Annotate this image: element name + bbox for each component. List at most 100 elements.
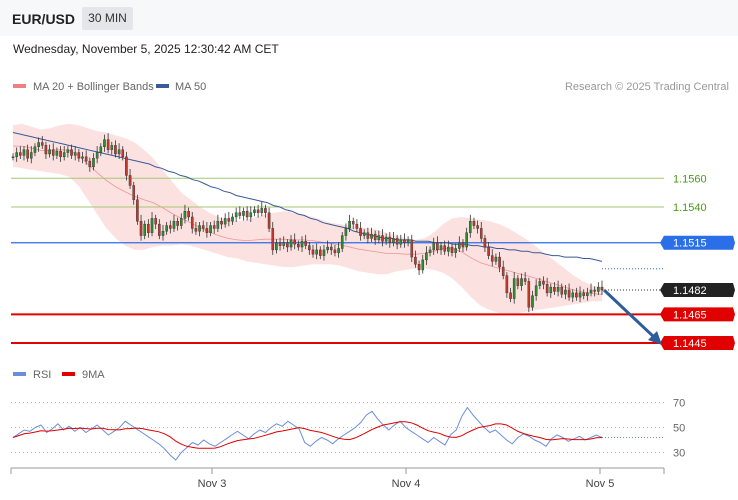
candle-body — [443, 245, 446, 252]
x-tick-label: Nov 5 — [586, 478, 615, 490]
candle-body — [220, 221, 223, 225]
candle-body — [242, 211, 245, 216]
candle-body — [132, 185, 136, 200]
candle-body — [62, 152, 66, 158]
candle-body — [293, 239, 296, 245]
rsi-line — [12, 406, 603, 461]
candle-body — [231, 216, 234, 222]
candle-body — [439, 245, 443, 251]
candle-body — [527, 281, 531, 308]
candle-body — [99, 146, 103, 153]
candle-body — [545, 284, 549, 294]
candle-body — [593, 289, 596, 292]
bollinger-band-area — [13, 123, 602, 313]
candle-body — [589, 289, 593, 294]
candle-body — [40, 142, 44, 146]
rsi-panel: 70 50 30 — [11, 398, 685, 461]
candle-body — [564, 289, 567, 295]
candle-body — [223, 218, 227, 225]
candle-body — [586, 292, 589, 296]
x-axis-ticks: Nov 3 Nov 4 Nov 5 — [198, 468, 615, 490]
candle-body — [417, 264, 421, 271]
candle-body — [428, 249, 432, 253]
candle-body — [22, 149, 26, 156]
target-label-1.1540: 1.1540 — [673, 202, 707, 214]
candle-body — [169, 225, 172, 229]
candle-body — [370, 233, 373, 239]
candle-body — [322, 249, 326, 256]
support-tag-1.1445 — [660, 335, 735, 350]
candle-body — [19, 152, 22, 156]
candle-body — [70, 149, 73, 156]
candle-body — [267, 212, 271, 229]
candle-body — [498, 256, 501, 268]
pivot-label: 1.1515 — [673, 238, 707, 250]
candle-body — [516, 278, 520, 286]
candle-body — [110, 145, 114, 150]
candle-body — [183, 211, 187, 219]
chart-header: EUR/USD 30 MIN — [0, 0, 738, 36]
candle-body — [366, 232, 370, 239]
candle-body — [179, 218, 183, 226]
candle-body — [51, 149, 55, 156]
candle-body — [582, 292, 585, 296]
candle-body — [194, 228, 198, 232]
candles — [11, 133, 604, 313]
support-label-1.1445: 1.1445 — [673, 338, 707, 350]
candle-body — [575, 292, 578, 298]
candle-body — [329, 246, 333, 251]
candle-body — [384, 236, 388, 242]
candle-body — [406, 239, 410, 243]
candle-body — [300, 241, 304, 248]
forecast-arrow — [602, 288, 662, 345]
candle-body — [114, 145, 117, 155]
candle-body — [158, 223, 161, 236]
candle-body — [348, 221, 351, 229]
candle-body — [597, 286, 600, 292]
candle-body — [209, 225, 212, 233]
candle-body — [494, 256, 498, 262]
candle-body — [553, 286, 556, 292]
symbol-label: EUR/USD — [12, 11, 76, 27]
candle-body — [73, 152, 77, 156]
candle-body — [33, 146, 37, 153]
candle-body — [333, 249, 337, 253]
support-label-1.1465: 1.1465 — [673, 309, 707, 321]
candle-body — [340, 235, 344, 249]
candle-body — [275, 242, 278, 251]
candle-body — [15, 152, 18, 158]
candle-body — [538, 281, 542, 286]
candle-body — [469, 221, 472, 233]
candle-body — [147, 223, 150, 233]
candle-body — [373, 233, 377, 241]
level-labels: 1.1560 1.1540 1.1515 1.1482 1.1465 1.1445 — [660, 173, 735, 350]
candle-body — [66, 149, 70, 153]
credit-label: Research © 2025 Trading Central — [565, 81, 729, 93]
candle-body — [289, 239, 293, 248]
candle-body — [30, 152, 33, 159]
candle-body — [381, 235, 384, 242]
candle-body — [326, 246, 329, 251]
candle-body — [143, 223, 146, 236]
candle-body — [534, 285, 538, 296]
candle-body — [95, 152, 99, 159]
ma20-legend-label: MA 20 + Bollinger Bands — [33, 81, 154, 93]
candle-body — [150, 218, 154, 233]
rsi-legend-swatch — [13, 372, 26, 376]
candle-body — [432, 242, 436, 251]
candle-body — [509, 292, 512, 299]
candle-body — [512, 278, 516, 299]
candle-body — [315, 249, 318, 255]
candle-body — [476, 225, 479, 229]
candle-body — [505, 275, 509, 294]
candle-body — [311, 249, 315, 255]
candle-body — [234, 212, 238, 218]
rsi-legend-label: RSI — [33, 369, 51, 381]
candle-body — [359, 228, 362, 236]
candle-body — [571, 292, 575, 298]
candle-body — [414, 256, 417, 265]
candle-body — [81, 156, 84, 159]
candle-body — [549, 286, 553, 294]
timeframe-button[interactable]: 30 MIN — [82, 7, 133, 30]
support-tag-1.1465 — [660, 307, 735, 322]
